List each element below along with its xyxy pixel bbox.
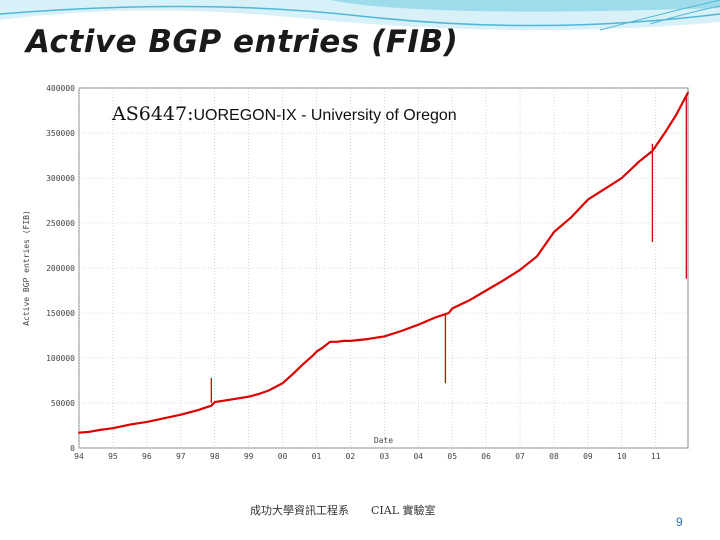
as-description: UOREGON-IX - University of Oregon — [193, 107, 457, 124]
x-tick-label: 03 — [380, 452, 390, 461]
x-tick-label: 99 — [244, 452, 254, 461]
data-point — [128, 423, 131, 426]
y-tick-label: 150000 — [46, 309, 75, 318]
data-point — [468, 299, 471, 302]
x-tick-label: 11 — [651, 452, 661, 461]
x-tick-label: 10 — [617, 452, 627, 461]
swoosh-line-2 — [599, 0, 720, 31]
chart-subtitle: AS6447:UOREGON-IX - University of Oregon — [112, 103, 457, 125]
x-tick-label: 07 — [515, 452, 525, 461]
data-point — [434, 316, 437, 319]
swoosh-line-3 — [649, 5, 720, 25]
x-tick-label: 97 — [176, 452, 186, 461]
data-point — [637, 160, 640, 163]
data-point — [88, 430, 91, 433]
chart-panel: 0 50000 100000 150000 200000 250000 300000 3500… — [15, 74, 695, 494]
y-tick-label: 0 — [70, 444, 75, 453]
data-point — [257, 393, 260, 395]
swoosh-band-accent — [330, 0, 720, 12]
data-point — [665, 130, 667, 133]
footer-text: 成功大學資訊工程系 CIAL 實驗室 — [250, 504, 436, 517]
data-point — [675, 114, 678, 116]
data-point — [291, 373, 294, 376]
y-tick-label: 400000 — [46, 84, 75, 93]
y-tick-label: 350000 — [46, 129, 75, 138]
x-tick-label: 09 — [583, 452, 593, 461]
data-point — [145, 421, 148, 423]
x-tick-label: 98 — [210, 452, 220, 461]
data-point — [312, 354, 315, 357]
data-point — [519, 268, 521, 271]
data-point — [315, 350, 318, 353]
data-point — [210, 404, 213, 407]
y-tick-label: 250000 — [46, 219, 75, 228]
x-tick-label: 04 — [413, 452, 423, 461]
data-point — [78, 431, 80, 434]
data-point — [179, 413, 182, 416]
data-point — [322, 346, 325, 349]
x-tick-label: 95 — [108, 452, 118, 461]
y-axis-label: Active BGP entries (FIB) — [22, 210, 31, 326]
x-tick-label: 06 — [481, 452, 491, 461]
data-point — [570, 216, 572, 219]
slide-title: Active BGP entries (FIB) — [26, 24, 459, 60]
x-axis-label: Date — [374, 436, 393, 445]
as-number: AS6447: — [112, 103, 194, 125]
data-point — [485, 289, 488, 292]
page-number: 9 — [676, 515, 683, 529]
swoosh-line — [0, 5, 720, 27]
y-tick-label: 100000 — [46, 354, 75, 363]
data-point — [536, 255, 538, 258]
data-point — [587, 198, 589, 201]
x-tick-label: 02 — [346, 452, 356, 461]
y-tick-label: 300000 — [46, 174, 75, 183]
data-point — [400, 330, 403, 332]
data-point — [302, 363, 304, 366]
x-tick-label: 00 — [278, 452, 288, 461]
data-point — [366, 338, 369, 340]
x-tick-label: 01 — [312, 452, 322, 461]
data-point — [603, 187, 606, 190]
plot-frame — [78, 87, 689, 449]
data-point — [335, 340, 338, 343]
data-point — [502, 279, 504, 282]
data-point — [687, 91, 689, 94]
data-point — [383, 335, 386, 338]
data-point — [620, 177, 623, 179]
data-point — [342, 340, 345, 342]
x-tick-label: 94 — [74, 452, 84, 461]
x-tick-label: 05 — [447, 452, 457, 461]
data-point — [281, 382, 284, 385]
bgp-chart: 0 50000 100000 150000 200000 250000 300000 3500… — [22, 84, 689, 461]
data-point — [329, 340, 331, 343]
data-point — [268, 389, 270, 392]
data-point — [247, 395, 250, 398]
data-point — [112, 427, 114, 430]
data-point — [162, 417, 165, 420]
data-point — [553, 231, 555, 233]
data-point — [230, 398, 233, 401]
data-point — [447, 312, 450, 314]
y-tick-label: 200000 — [46, 264, 75, 273]
data-point — [417, 323, 420, 326]
data-point — [213, 401, 216, 403]
data-point — [451, 307, 454, 310]
x-tick-label: 96 — [142, 452, 152, 461]
y-tick-label: 50000 — [51, 399, 75, 408]
data-point — [196, 409, 199, 412]
x-tick-label: 08 — [549, 452, 559, 461]
data-point — [349, 340, 352, 342]
data-point — [98, 429, 101, 431]
